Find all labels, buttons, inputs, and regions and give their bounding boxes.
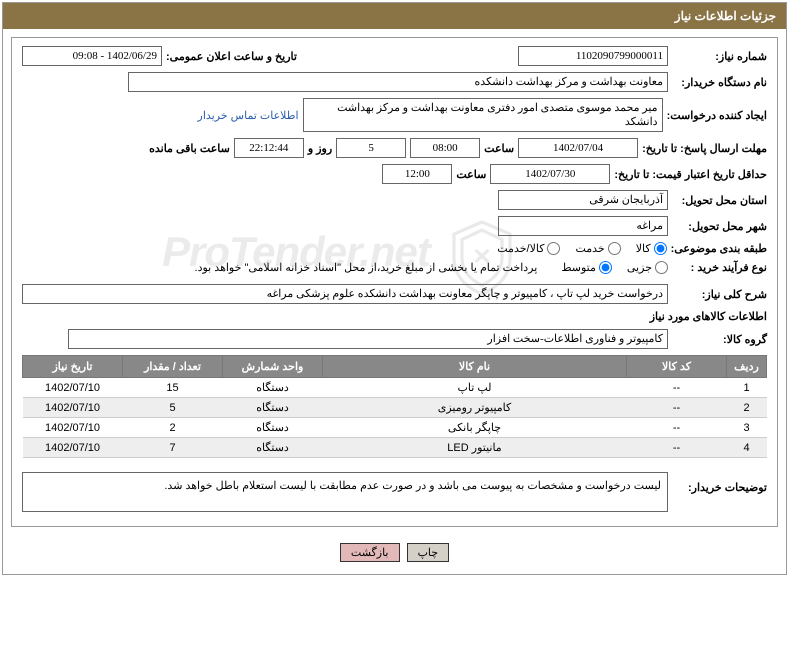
min-validity-time-field: 12:00 xyxy=(382,164,452,184)
deadline-time-field: 08:00 xyxy=(410,138,480,158)
days-remain-field: 5 xyxy=(336,138,406,158)
cell-code: -- xyxy=(627,378,727,398)
cell-row: 2 xyxy=(727,398,767,418)
time-label-2: ساعت xyxy=(456,168,486,181)
radio-medium[interactable]: متوسط xyxy=(561,261,612,274)
cell-name: مانیتور LED xyxy=(323,438,627,458)
print-button[interactable]: چاپ xyxy=(407,543,450,562)
radio-both[interactable]: کالا/خدمت xyxy=(497,242,560,255)
goods-group-field: کامپیوتر و فناوری اطلاعات-سخت افزار xyxy=(68,329,668,349)
deadline-date-field: 1402/07/04 xyxy=(518,138,638,158)
radio-service[interactable]: خدمت xyxy=(575,242,620,255)
need-no-field: 1102090799000011 xyxy=(518,46,668,66)
time-remain-label: ساعت باقی مانده xyxy=(149,142,230,155)
th-unit: واحد شمارش xyxy=(223,356,323,378)
cell-date: 1402/07/10 xyxy=(23,418,123,438)
province-field: آذربایجان شرقی xyxy=(498,190,668,210)
overview-field: درخواست خرید لپ تاپ ، کامپیوتر و چاپگر م… xyxy=(22,284,668,304)
page-title: جزئیات اطلاعات نیاز xyxy=(675,9,776,23)
goods-info-title: اطلاعات کالاهای مورد نیاز xyxy=(22,310,767,323)
main-container: جزئیات اطلاعات نیاز ProTender.net شماره … xyxy=(2,2,787,575)
cell-date: 1402/07/10 xyxy=(23,378,123,398)
cell-qty: 2 xyxy=(123,418,223,438)
days-and-label: روز و xyxy=(308,142,332,155)
buyer-notes-label: توضیحات خریدار: xyxy=(672,466,767,494)
cell-code: -- xyxy=(627,418,727,438)
button-bar: چاپ بازگشت xyxy=(11,535,778,566)
cell-unit: دستگاه xyxy=(223,418,323,438)
category-radio-group: کالا خدمت کالا/خدمت xyxy=(497,242,666,255)
th-name: نام کالا xyxy=(323,356,627,378)
cell-name: لپ تاپ xyxy=(323,378,627,398)
min-validity-label: حداقل تاریخ اعتبار قیمت: تا تاریخ: xyxy=(614,168,767,181)
need-no-label: شماره نیاز: xyxy=(672,50,767,63)
cell-code: -- xyxy=(627,398,727,418)
city-label: شهر محل تحویل: xyxy=(672,220,767,233)
table-row: 3--چاپگر بانکیدستگاه21402/07/10 xyxy=(23,418,767,438)
cell-row: 4 xyxy=(727,438,767,458)
radio-medium-input[interactable] xyxy=(599,261,612,274)
time-label-1: ساعت xyxy=(484,142,514,155)
cell-row: 1 xyxy=(727,378,767,398)
table-row: 4--مانیتور LEDدستگاه71402/07/10 xyxy=(23,438,767,458)
category-label: طبقه بندی موضوعی: xyxy=(671,242,767,255)
radio-goods-input[interactable] xyxy=(654,242,667,255)
th-qty: تعداد / مقدار xyxy=(123,356,223,378)
process-note: پرداخت تمام یا بخشی از مبلغ خرید،از محل … xyxy=(195,261,538,274)
details-panel: ProTender.net شماره نیاز: 11020907990000… xyxy=(11,37,778,527)
creator-label: ایجاد کننده درخواست: xyxy=(667,109,767,122)
city-field: مراغه xyxy=(498,216,668,236)
creator-field: میر محمد موسوی متصدی امور دفتری معاونت ب… xyxy=(303,98,663,132)
time-remain-field: 22:12:44 xyxy=(234,138,304,158)
announce-field: 1402/06/29 - 09:08 xyxy=(22,46,162,66)
announce-label: تاریخ و ساعت اعلان عمومی: xyxy=(166,50,297,63)
radio-service-input[interactable] xyxy=(608,242,621,255)
cell-name: چاپگر بانکی xyxy=(323,418,627,438)
cell-unit: دستگاه xyxy=(223,438,323,458)
process-label: نوع فرآیند خرید : xyxy=(672,261,767,274)
radio-partial-input[interactable] xyxy=(655,261,668,274)
buyer-notes-field: لیست درخواست و مشخصات به پیوست می باشد و… xyxy=(22,472,668,512)
buyer-org-field: معاونت بهداشت و مرکز بهداشت دانشکده xyxy=(128,72,668,92)
cell-date: 1402/07/10 xyxy=(23,438,123,458)
cell-name: کامپیوتر رومیزی xyxy=(323,398,627,418)
th-code: کد کالا xyxy=(627,356,727,378)
cell-qty: 5 xyxy=(123,398,223,418)
back-button[interactable]: بازگشت xyxy=(340,543,400,562)
deadline-reply-label: مهلت ارسال پاسخ: تا تاریخ: xyxy=(642,142,767,155)
province-label: استان محل تحویل: xyxy=(672,194,767,207)
table-row: 2--کامپیوتر رومیزیدستگاه51402/07/10 xyxy=(23,398,767,418)
overview-label: شرح کلی نیاز: xyxy=(672,288,767,301)
process-radio-group: جزیی متوسط xyxy=(561,261,668,274)
cell-unit: دستگاه xyxy=(223,378,323,398)
cell-code: -- xyxy=(627,438,727,458)
cell-unit: دستگاه xyxy=(223,398,323,418)
min-validity-date-field: 1402/07/30 xyxy=(490,164,610,184)
radio-both-input[interactable] xyxy=(547,242,560,255)
th-date: تاریخ نیاز xyxy=(23,356,123,378)
th-row: ردیف xyxy=(727,356,767,378)
radio-goods[interactable]: کالا xyxy=(636,242,667,255)
table-row: 1--لپ تاپدستگاه151402/07/10 xyxy=(23,378,767,398)
goods-table: ردیف کد کالا نام کالا واحد شمارش تعداد /… xyxy=(22,355,767,458)
cell-date: 1402/07/10 xyxy=(23,398,123,418)
cell-row: 3 xyxy=(727,418,767,438)
radio-partial[interactable]: جزیی xyxy=(627,261,668,274)
cell-qty: 15 xyxy=(123,378,223,398)
content-area: ProTender.net شماره نیاز: 11020907990000… xyxy=(3,29,786,574)
contact-link[interactable]: اطلاعات تماس خریدار xyxy=(198,109,299,122)
buyer-org-label: نام دستگاه خریدار: xyxy=(672,76,767,89)
goods-group-label: گروه کالا: xyxy=(672,333,767,346)
page-title-bar: جزئیات اطلاعات نیاز xyxy=(3,3,786,29)
cell-qty: 7 xyxy=(123,438,223,458)
